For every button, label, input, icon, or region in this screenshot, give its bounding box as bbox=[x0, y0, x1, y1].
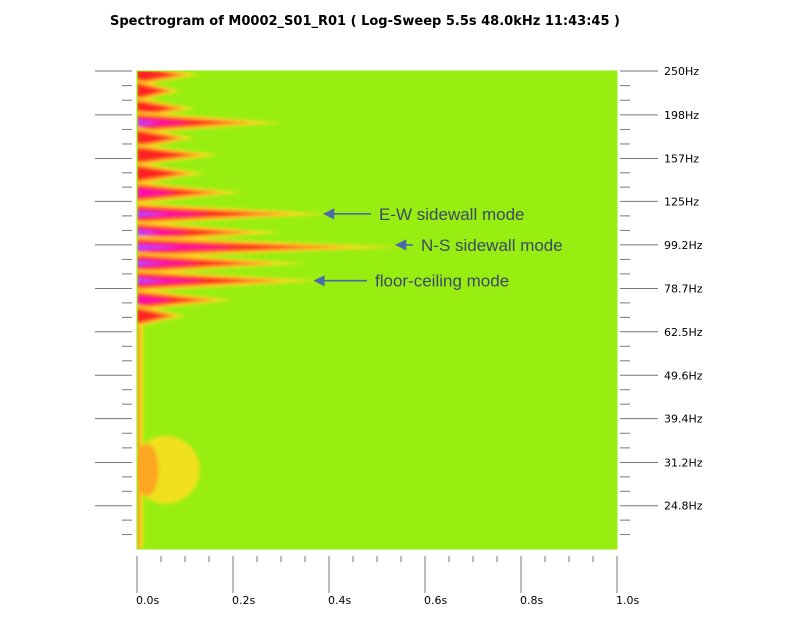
decay-ridge bbox=[137, 269, 320, 292]
ridge-level bbox=[137, 229, 161, 235]
ridge-level bbox=[137, 120, 161, 126]
low-freq-patch-core bbox=[137, 443, 159, 496]
x-tick-label: 0.8s bbox=[520, 594, 543, 607]
ridge-level bbox=[137, 209, 210, 219]
ridge-level bbox=[137, 84, 164, 98]
ridge-level bbox=[137, 258, 201, 268]
x-tick-label: 0.4s bbox=[328, 594, 351, 607]
ridge-level bbox=[137, 71, 176, 82]
ridge-level bbox=[137, 228, 192, 237]
decay-ridge bbox=[137, 236, 401, 259]
y-tick-label: 62.5Hz bbox=[664, 326, 703, 339]
y-tick-label: 39.4Hz bbox=[664, 413, 703, 426]
y-tick-label: 99.2Hz bbox=[664, 239, 703, 252]
decay-ridge bbox=[137, 252, 305, 275]
ridge-level bbox=[137, 244, 180, 250]
ridge-level bbox=[137, 278, 167, 284]
y-tick-label: 250Hz bbox=[664, 65, 699, 78]
decay-ridge bbox=[137, 111, 281, 134]
x-tick-label: 0.0s bbox=[136, 594, 159, 607]
annotation-label: floor-ceiling mode bbox=[375, 272, 509, 291]
y-tick-label: 78.7Hz bbox=[664, 282, 703, 295]
ridge-level bbox=[137, 118, 192, 128]
ridge-level bbox=[137, 295, 174, 305]
plot-area bbox=[137, 71, 617, 549]
ridge-level bbox=[137, 242, 238, 252]
ridge-level bbox=[137, 101, 173, 116]
annotation-label: N-S sidewall mode bbox=[421, 236, 563, 255]
ridge-level bbox=[137, 309, 167, 323]
chart-title: Spectrogram of M0002_S01_R01 ( Log-Sweep… bbox=[110, 14, 620, 29]
decay-ridge bbox=[137, 181, 243, 204]
ridge-level bbox=[137, 188, 178, 197]
y-tick-label: 31.2Hz bbox=[664, 456, 703, 469]
plot-frame bbox=[136, 70, 618, 550]
annotation-label: E-W sidewall mode bbox=[379, 205, 525, 224]
ridge-level bbox=[137, 166, 179, 181]
decay-ridge bbox=[137, 71, 200, 86]
decay-ridge bbox=[137, 162, 205, 185]
y-tick-label: 198Hz bbox=[664, 109, 699, 122]
x-tick-label: 0.2s bbox=[232, 594, 255, 607]
ridge-level bbox=[137, 148, 188, 162]
decay-ridge bbox=[137, 289, 233, 312]
y-tick-label: 49.6Hz bbox=[664, 369, 703, 382]
decay-ridge bbox=[137, 143, 219, 166]
x-tick-label: 0.6s bbox=[424, 594, 447, 607]
y-tick-label: 125Hz bbox=[664, 195, 699, 208]
ridge-level bbox=[137, 211, 168, 217]
decay-ridge bbox=[137, 127, 195, 150]
ridge-level bbox=[137, 131, 173, 145]
decay-ridge bbox=[137, 304, 185, 327]
decay-ridge bbox=[137, 202, 329, 225]
ridge-level bbox=[137, 260, 164, 266]
decay-ridge bbox=[137, 79, 181, 102]
y-tick-label: 24.8Hz bbox=[664, 500, 703, 513]
ridge-level bbox=[137, 276, 207, 286]
y-tick-label: 157Hz bbox=[664, 153, 699, 166]
x-tick-label: 1.0s bbox=[616, 594, 639, 607]
